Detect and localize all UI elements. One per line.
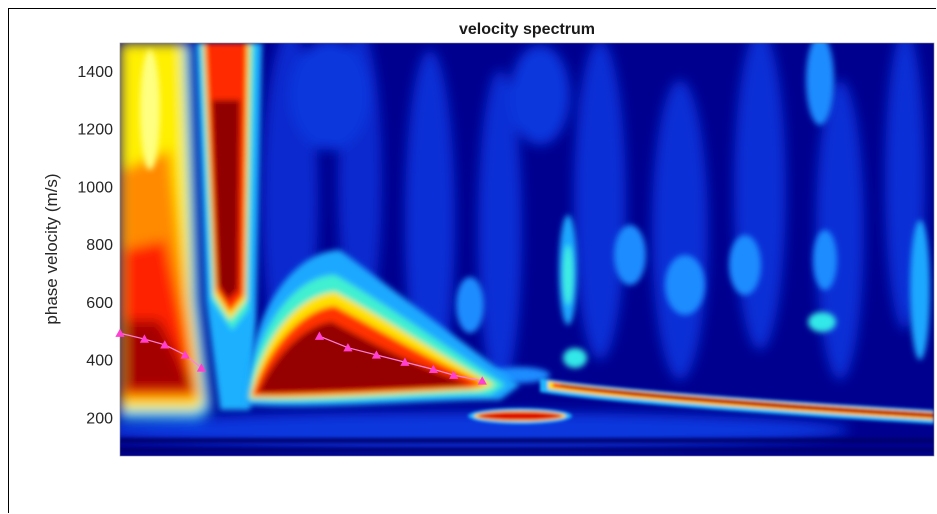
- pick-marker: [371, 350, 382, 359]
- pick-marker: [160, 340, 170, 349]
- y-tick-label: 1000: [77, 179, 113, 196]
- pick-marker: [115, 328, 125, 337]
- pick-marker: [428, 364, 438, 374]
- y-tick-label: 1200: [77, 122, 113, 139]
- figure-frame: [8, 8, 936, 513]
- plot-area-border: [119, 42, 935, 457]
- y-axis-ticks: 200 400 600 800 1000 1200 1400: [77, 64, 113, 428]
- pick-marker: [314, 331, 325, 340]
- y-tick-label: 200: [86, 410, 113, 427]
- pick-marker: [139, 334, 150, 343]
- y-tick-label: 400: [86, 353, 113, 370]
- heatmap-field: [120, 43, 934, 456]
- dispersion-picks: [115, 328, 487, 385]
- pick-marker: [180, 350, 190, 359]
- chart-title: velocity spectrum: [459, 21, 595, 38]
- y-tick-label: 600: [86, 295, 113, 312]
- pick-marker: [196, 363, 206, 372]
- pick-marker: [343, 343, 353, 352]
- y-tick-label: 800: [86, 237, 113, 254]
- pick-marker: [400, 357, 410, 366]
- pick-marker: [449, 370, 459, 379]
- y-tick-label: 1400: [77, 64, 113, 81]
- pick-marker: [477, 376, 487, 385]
- y-axis-label: phase velocity (m/s): [42, 173, 61, 324]
